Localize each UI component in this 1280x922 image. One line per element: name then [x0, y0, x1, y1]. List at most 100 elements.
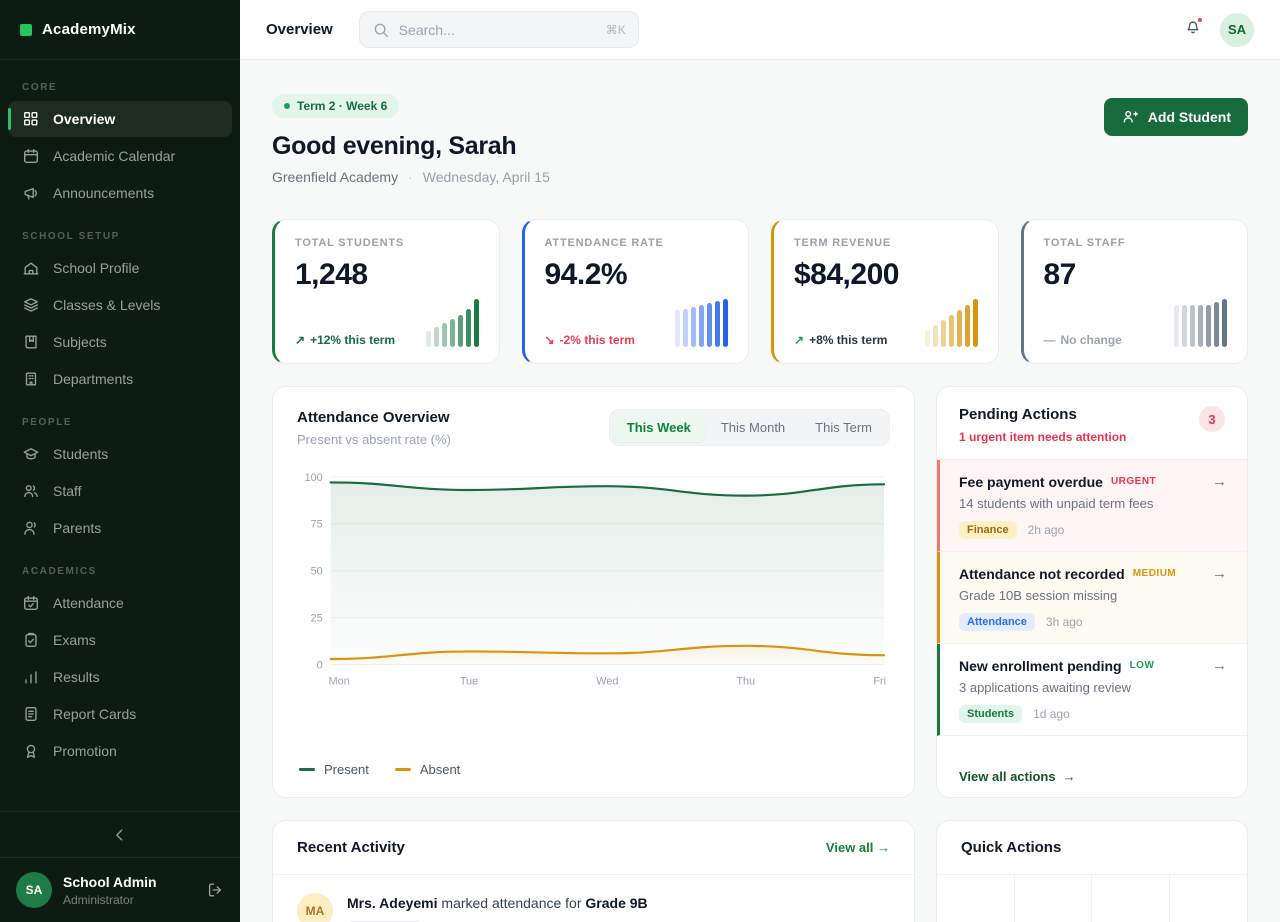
- layers-icon: [22, 296, 40, 314]
- quick-action-cell[interactable]: [1015, 875, 1093, 922]
- brand-logo-icon: [20, 24, 32, 36]
- attendance-overview-card: Attendance Overview Present vs absent ra…: [272, 386, 915, 798]
- pending-item-title: Fee payment overdue: [959, 474, 1103, 490]
- pending-item-attendance-not-recorded[interactable]: Attendance not recorded MEDIUM → Grade 10B …: [937, 552, 1247, 644]
- pending-count-badge: 3: [1199, 406, 1225, 432]
- attendance-chart-svg: 0255075100MonTueWedThuFri: [297, 463, 890, 692]
- sidebar-item-school-profile[interactable]: School Profile: [8, 250, 232, 286]
- attendance-chart: 0255075100MonTueWedThuFri: [297, 463, 890, 692]
- add-student-label: Add Student: [1148, 109, 1231, 125]
- search-input[interactable]: [399, 22, 597, 38]
- pending-item-desc: Grade 10B session missing: [959, 588, 1227, 603]
- svg-text:Fri: Fri: [873, 675, 886, 687]
- legend-swatch: [395, 768, 411, 771]
- sidebar-item-overview[interactable]: Overview: [8, 101, 232, 137]
- activity-view-all-link[interactable]: View all →: [826, 840, 890, 855]
- legend-label: Present: [324, 762, 369, 777]
- sidebar-nav: CORE Overview Academic CalendarAnnouncemen…: [0, 60, 240, 811]
- topbar-user-avatar[interactable]: SA: [1220, 13, 1254, 47]
- stat-card-attendance-rate: ATTENDANCE RATE94.2%↘-2% this term: [522, 219, 750, 364]
- sidebar-item-label: Students: [53, 446, 108, 462]
- activity-text: Mrs. Adeyemi marked attendance for Grade…: [347, 893, 648, 911]
- stat-trend: ↗+8% this term: [794, 333, 887, 347]
- users-icon: [22, 482, 40, 500]
- user-plus-icon: [1121, 108, 1139, 126]
- arrow-right-icon[interactable]: →: [1212, 565, 1227, 582]
- sidebar-item-exams[interactable]: Exams: [8, 622, 232, 658]
- grid-icon: [22, 110, 40, 128]
- building-icon: [22, 370, 40, 388]
- tab-this-month[interactable]: This Month: [707, 413, 799, 442]
- school-icon: [22, 259, 40, 277]
- quick-actions-grid: [937, 875, 1247, 922]
- pending-item-new-enrollment-pending[interactable]: New enrollment pendingLOW→3 applications…: [937, 644, 1247, 736]
- pending-item-title: Attendance not recorded: [959, 566, 1125, 582]
- sidebar-item-subjects[interactable]: Subjects: [8, 324, 232, 360]
- trend-up-icon: ↗: [295, 333, 305, 347]
- sidebar-item-promotion[interactable]: Promotion: [8, 733, 232, 769]
- arrow-right-icon[interactable]: →: [1212, 473, 1227, 490]
- stat-sparkline: [1174, 299, 1227, 347]
- sidebar-item-label: Departments: [53, 371, 133, 387]
- sidebar-user-avatar: SA: [16, 872, 52, 908]
- quick-action-cell[interactable]: [1092, 875, 1170, 922]
- sidebar-item-departments[interactable]: Departments: [8, 361, 232, 397]
- sidebar-item-attendance[interactable]: Attendance: [8, 585, 232, 621]
- topbar: Overview ⌘K SA: [240, 0, 1280, 60]
- pending-item-desc: 14 students with unpaid term fees: [959, 496, 1227, 511]
- legend-swatch: [299, 768, 315, 771]
- add-student-button[interactable]: Add Student: [1104, 98, 1248, 136]
- sidebar-item-announcements[interactable]: Announcements: [8, 175, 232, 211]
- activity-target: Grade 9B: [585, 895, 647, 911]
- pending-list: Fee payment overdue URGENT → 14 students wi…: [937, 460, 1247, 736]
- sidebar-item-label: Report Cards: [53, 706, 136, 722]
- legend-present: Present: [299, 762, 369, 777]
- sidebar-item-label: Classes & Levels: [53, 297, 160, 313]
- pending-subtitle: 1 urgent item needs attention: [959, 430, 1126, 444]
- tab-this-week[interactable]: This Week: [613, 413, 705, 442]
- svg-text:50: 50: [311, 566, 323, 578]
- pending-item-fee-payment-overdue[interactable]: Fee payment overdue URGENT → 14 students wi…: [937, 460, 1247, 552]
- search-box[interactable]: ⌘K: [359, 11, 639, 48]
- trend-down-icon: ↘: [545, 333, 555, 347]
- svg-text:Thu: Thu: [736, 675, 755, 687]
- stat-card-total-staff: TOTAL STAFF87—No change: [1021, 219, 1249, 364]
- view-all-actions-label: View all actions: [959, 769, 1056, 784]
- logout-icon[interactable]: [206, 881, 224, 899]
- sidebar-item-parents[interactable]: Parents: [8, 510, 232, 546]
- sidebar-item-staff[interactable]: Staff: [8, 473, 232, 509]
- bar-chart-icon: [22, 668, 40, 686]
- calendar-icon: [22, 147, 40, 165]
- sidebar-user: SA School Admin Administrator: [0, 857, 240, 922]
- sidebar-collapse-button[interactable]: [0, 811, 240, 857]
- quick-actions-card: Quick Actions: [936, 820, 1248, 922]
- arrow-right-icon[interactable]: →: [1212, 657, 1227, 674]
- trend-flat-icon: —: [1044, 333, 1056, 347]
- trend-up-icon: ↗: [794, 333, 804, 347]
- priority-badge: MEDIUM: [1133, 568, 1177, 579]
- svg-text:Tue: Tue: [460, 675, 478, 687]
- sidebar: AcademyMix COREOverviewAcademic Calendar…: [0, 0, 240, 922]
- sidebar-item-students[interactable]: Students: [8, 436, 232, 472]
- sidebar-section-label: PEOPLE: [8, 411, 232, 434]
- sidebar-section-label: CORE: [8, 76, 232, 99]
- priority-badge: URGENT: [1111, 476, 1156, 487]
- sidebar-item-results[interactable]: Results: [8, 659, 232, 695]
- sidebar-item-label: Overview: [53, 111, 115, 127]
- quick-action-cell[interactable]: [1170, 875, 1248, 922]
- chevron-left-icon: [111, 826, 129, 844]
- category-tag: Students: [959, 705, 1022, 723]
- category-tag: Attendance: [959, 613, 1035, 631]
- sidebar-item-academic-calendar[interactable]: Academic Calendar: [8, 138, 232, 174]
- notifications-button[interactable]: [1184, 18, 1202, 41]
- svg-text:Mon: Mon: [329, 675, 350, 687]
- activity-item[interactable]: MA Mrs. Adeyemi marked attendance for Gr…: [273, 875, 914, 922]
- sidebar-item-classes-levels[interactable]: Classes & Levels: [8, 287, 232, 323]
- svg-text:0: 0: [317, 660, 323, 672]
- tab-this-term[interactable]: This Term: [801, 413, 886, 442]
- view-all-actions-link[interactable]: View all actions →: [937, 756, 1247, 797]
- sidebar-item-report-cards[interactable]: Report Cards: [8, 696, 232, 732]
- quick-action-cell[interactable]: [937, 875, 1015, 922]
- graduation-cap-icon: [22, 445, 40, 463]
- activity-actor: Mrs. Adeyemi: [347, 895, 438, 911]
